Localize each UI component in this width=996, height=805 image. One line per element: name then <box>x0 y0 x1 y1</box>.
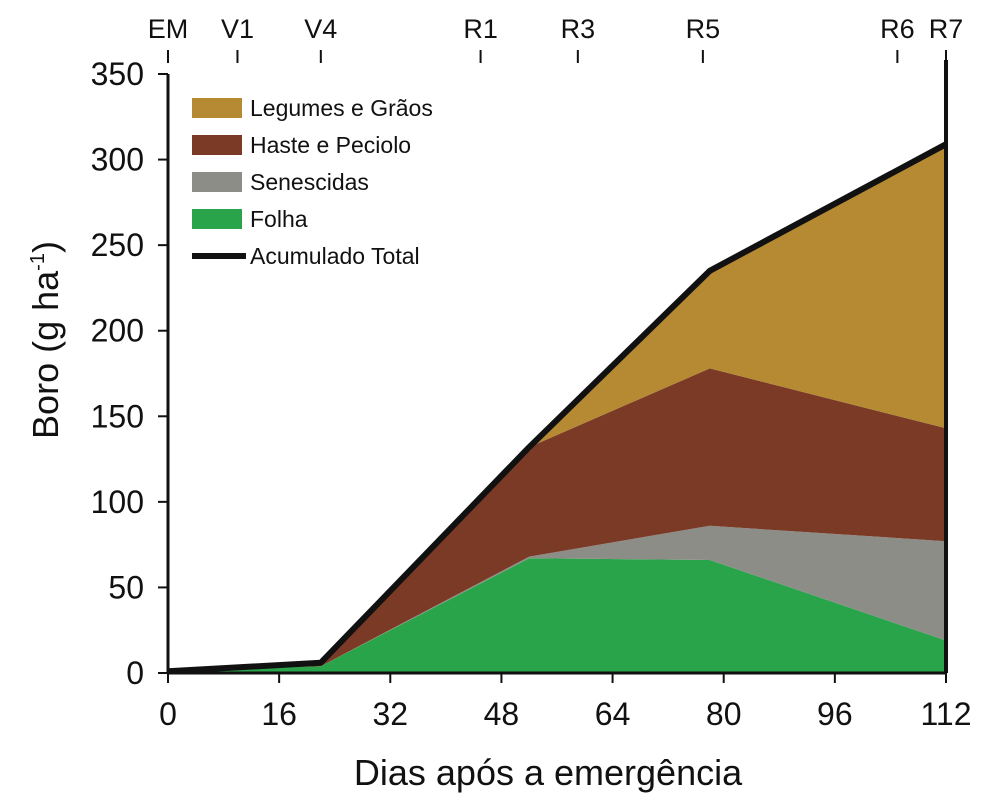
legend: Legumes e Grãos Haste e Peciolo Senescidas… <box>192 95 433 269</box>
y-tick-label-150: 150 <box>91 398 144 434</box>
stage-label-r5: R5 <box>686 14 721 44</box>
axes: 0 50 100 150 200 250 300 350 0 16 32 48 64 80 96 112 <box>91 56 972 732</box>
y-tick-label-200: 200 <box>91 313 144 349</box>
y-axis-title-superscript: -1 <box>27 253 49 271</box>
stage-label-r3: R3 <box>561 14 596 44</box>
stacked-areas <box>168 145 946 673</box>
x-tick-label-112: 112 <box>920 696 971 732</box>
legend-swatch-folha <box>192 209 242 229</box>
legend-label-acumulado-total: Acumulado Total <box>250 243 420 269</box>
y-tick-label-100: 100 <box>91 484 144 520</box>
y-tick-label-0: 0 <box>126 655 144 691</box>
legend-label-haste-e-peciolo: Haste e Peciolo <box>250 132 411 158</box>
x-tick-label-80: 80 <box>706 696 742 732</box>
area-haste-e-peciolo <box>168 368 946 672</box>
line-acumulado-total <box>167 141 948 675</box>
y-tick-label-350: 350 <box>91 56 144 92</box>
x-tick-label-0: 0 <box>159 696 177 732</box>
stage-label-v4: V4 <box>304 14 337 44</box>
total-line-group <box>167 141 948 675</box>
y-axis-title: Boro (g ha-1) <box>25 241 66 439</box>
area-folha <box>168 558 946 673</box>
x-tick-label-32: 32 <box>372 696 408 732</box>
stage-label-em: EM <box>148 14 189 44</box>
legend-label-legumes-e-graos: Legumes e Grãos <box>250 95 433 121</box>
y-tick-label-50: 50 <box>108 569 144 605</box>
legend-swatch-legumes-e-graos <box>192 98 242 118</box>
stage-label-v1: V1 <box>221 14 254 44</box>
area-legumes-e-graos <box>168 145 946 672</box>
y-axis-title-main: Boro (g ha <box>25 270 66 439</box>
stage-label-r6: R6 <box>880 14 915 44</box>
stage-label-r1: R1 <box>463 14 498 44</box>
y-axis-title-close: ) <box>25 241 66 253</box>
x-axis-title: Dias após a emergência <box>354 752 743 793</box>
y-tick-label-300: 300 <box>91 142 144 178</box>
legend-label-senescidas: Senescidas <box>250 169 369 195</box>
legend-label-folha: Folha <box>250 206 308 232</box>
x-tick-label-96: 96 <box>817 696 853 732</box>
y-tick-label-250: 250 <box>91 227 144 263</box>
x-tick-label-48: 48 <box>484 696 520 732</box>
growth-stage-axis: EM V1 V4 R1 R3 R5 R6 R7 <box>148 14 964 63</box>
legend-swatch-haste-e-peciolo <box>192 135 242 155</box>
x-tick-label-16: 16 <box>261 696 297 732</box>
area-senescidas <box>168 525 946 672</box>
legend-swatch-senescidas <box>192 172 242 192</box>
x-tick-label-64: 64 <box>595 696 631 732</box>
stage-label-r7: R7 <box>929 14 964 44</box>
